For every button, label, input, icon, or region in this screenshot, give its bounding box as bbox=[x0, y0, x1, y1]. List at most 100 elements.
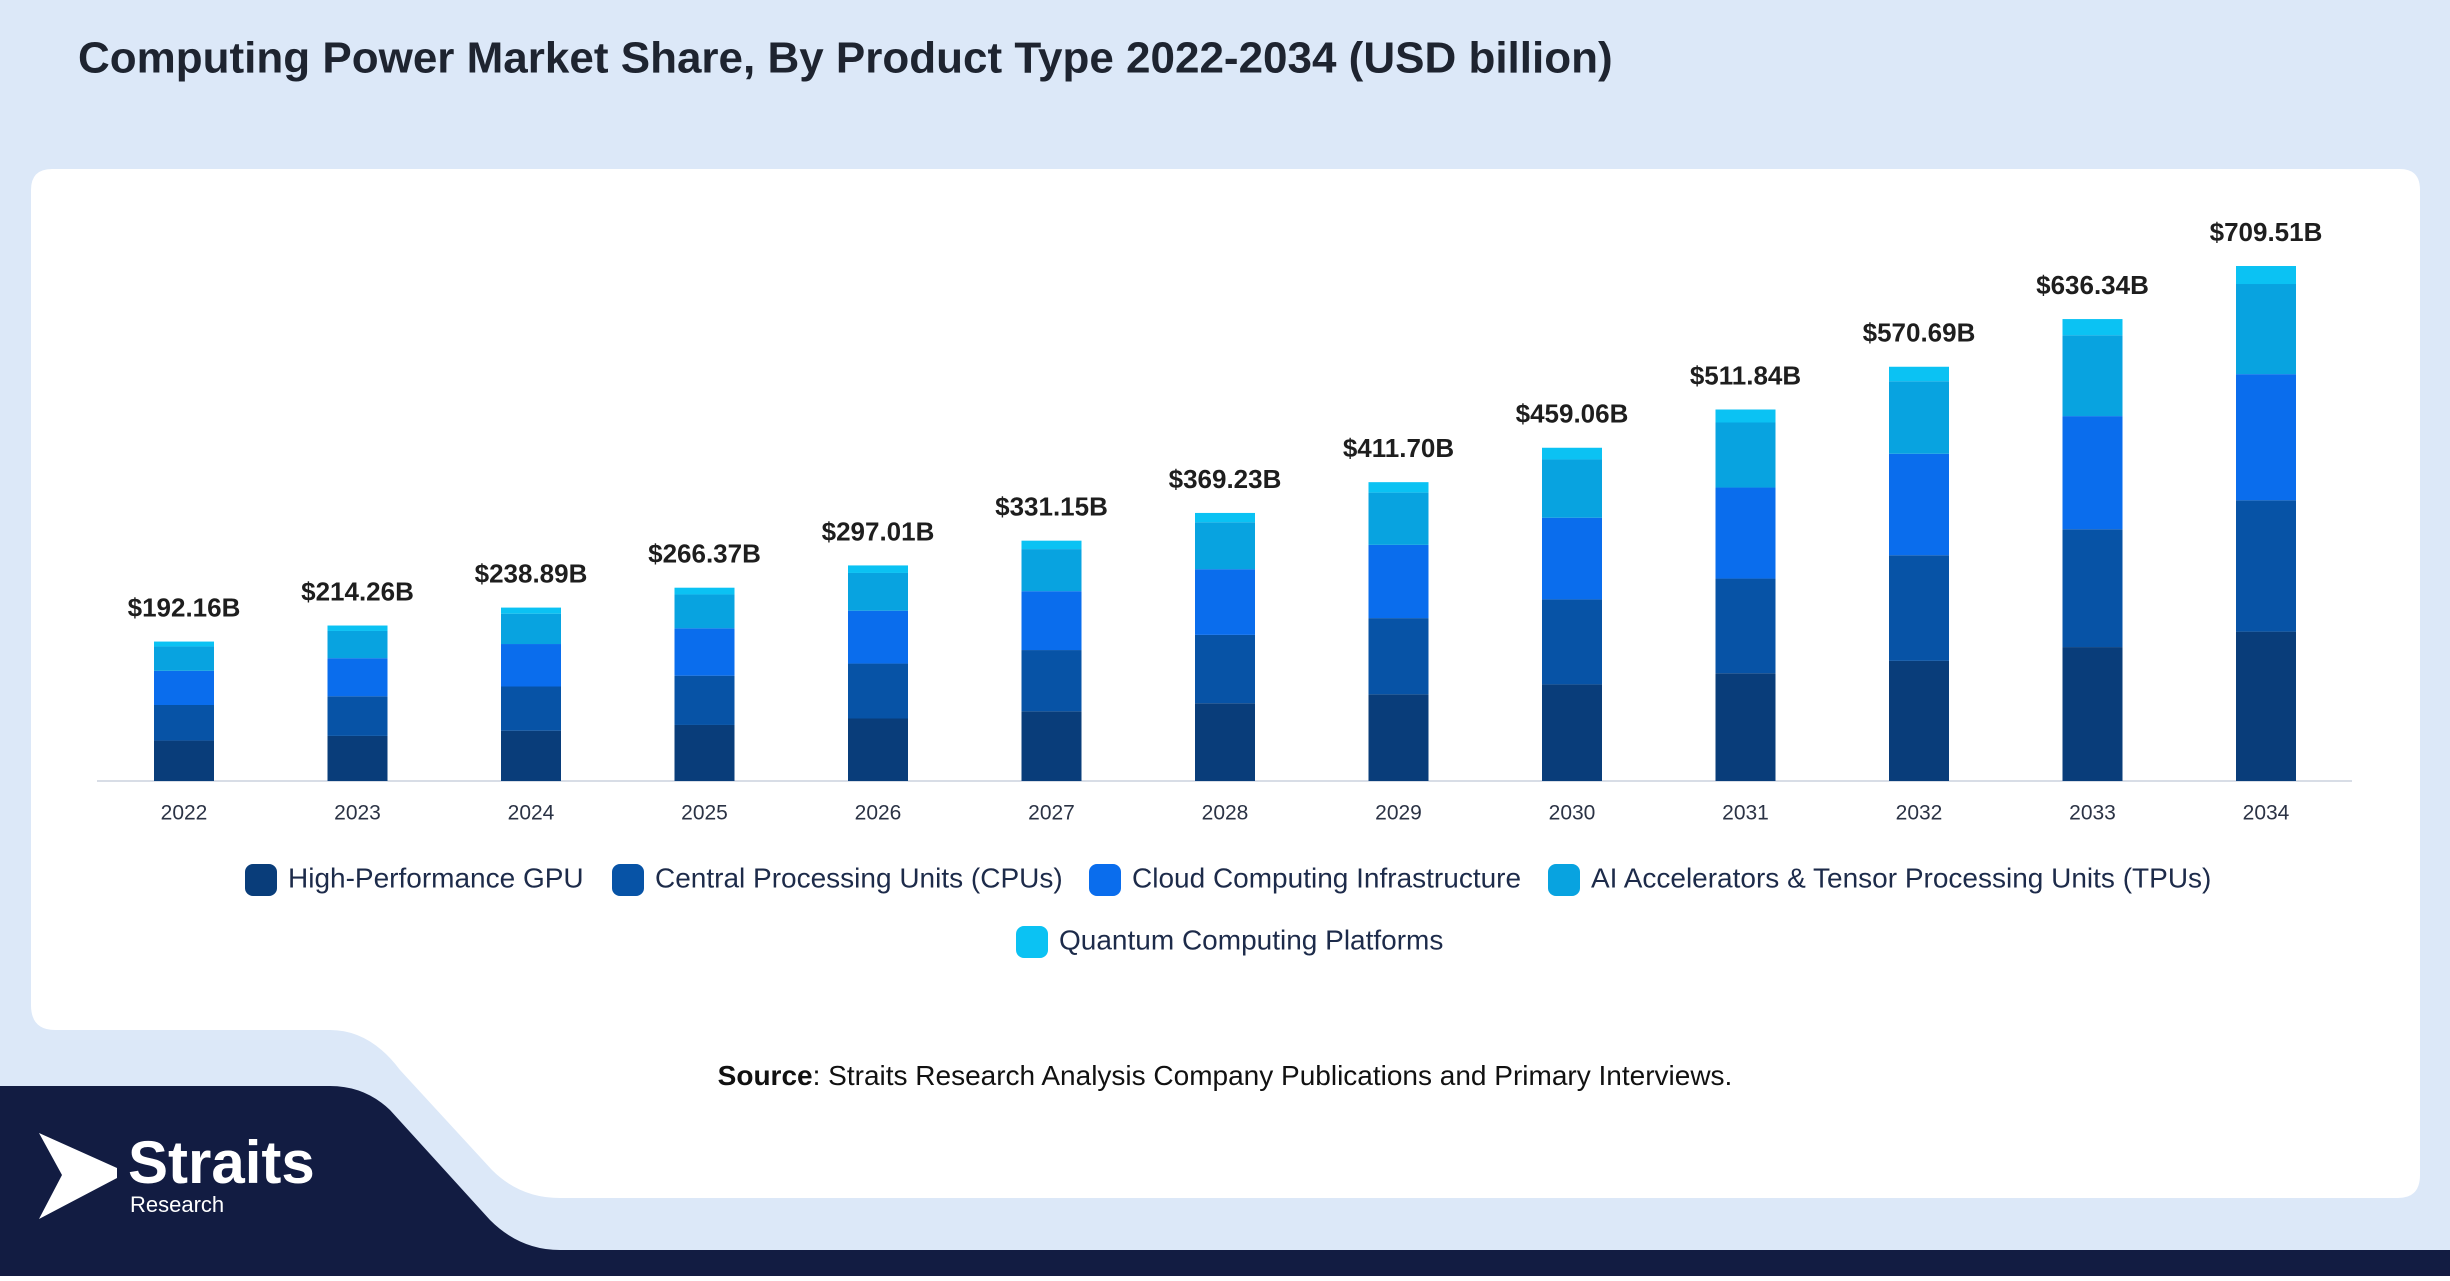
legend-label: Cloud Computing Infrastructure bbox=[1132, 862, 1521, 893]
total-label: $297.01B bbox=[822, 516, 935, 546]
x-tick-label: 2026 bbox=[855, 802, 902, 825]
legend-label: High-Performance GPU bbox=[288, 862, 584, 893]
bar-segment bbox=[1021, 591, 1082, 651]
bar-segment bbox=[1195, 703, 1255, 781]
bar-segment bbox=[501, 613, 561, 645]
bar-segment bbox=[154, 641, 214, 647]
legend-swatch bbox=[1089, 864, 1121, 896]
bar-segment bbox=[1021, 711, 1082, 781]
logo-mark bbox=[39, 1133, 117, 1219]
bar-segment bbox=[1021, 540, 1082, 550]
bar-segment bbox=[2236, 631, 2296, 781]
total-label: $511.84B bbox=[1690, 360, 1801, 390]
bar-segment bbox=[1715, 673, 1776, 781]
bar-segment bbox=[1195, 569, 1255, 635]
total-label: $459.06B bbox=[1516, 399, 1629, 429]
bar-segment bbox=[2062, 335, 2123, 417]
total-label: $709.51B bbox=[2210, 217, 2323, 247]
bar-segment bbox=[2062, 647, 2123, 781]
bar-segment bbox=[501, 607, 561, 614]
bar-segment bbox=[154, 670, 214, 706]
legend-swatch bbox=[1016, 926, 1048, 958]
bar-segment bbox=[848, 718, 908, 781]
total-label: $411.70B bbox=[1343, 433, 1454, 463]
bar-segment bbox=[1195, 634, 1255, 704]
bar-segment bbox=[1021, 650, 1082, 712]
total-label: $214.26B bbox=[301, 576, 414, 606]
bar-segment bbox=[1368, 544, 1429, 619]
bar-segment bbox=[1542, 684, 1602, 781]
bar-segment bbox=[1889, 555, 1949, 661]
x-tick-label: 2024 bbox=[508, 802, 555, 825]
total-label: $636.34B bbox=[2036, 270, 2149, 300]
logo-name: Straits bbox=[128, 1129, 315, 1196]
total-label: $331.15B bbox=[995, 492, 1108, 522]
bar-segment bbox=[1368, 618, 1429, 695]
bar-segment bbox=[1715, 422, 1776, 488]
bar-segment bbox=[848, 663, 908, 719]
bar-segment bbox=[1195, 512, 1255, 523]
bar-segment bbox=[848, 565, 908, 573]
legend-swatch bbox=[612, 864, 644, 896]
bar-segment bbox=[1021, 549, 1082, 592]
x-tick-label: 2030 bbox=[1549, 802, 1596, 825]
bar-segment bbox=[1542, 599, 1602, 685]
bar-segment bbox=[154, 705, 214, 741]
total-label: $266.37B bbox=[648, 539, 761, 569]
x-tick-label: 2032 bbox=[1896, 802, 1943, 825]
bar-segment bbox=[1368, 482, 1429, 493]
source-label: Source bbox=[718, 1060, 813, 1091]
bar-segment bbox=[154, 740, 214, 781]
bar-segment bbox=[327, 696, 388, 736]
legend-label: Central Processing Units (CPUs) bbox=[655, 862, 1063, 893]
bar-segment bbox=[327, 625, 388, 631]
bar-segment bbox=[848, 572, 908, 611]
bar-segment bbox=[674, 594, 735, 629]
bar-segment bbox=[1715, 578, 1776, 674]
legend-label: Quantum Computing Platforms bbox=[1059, 924, 1443, 955]
x-tick-label: 2031 bbox=[1722, 802, 1769, 825]
bar-segment bbox=[1889, 660, 1949, 781]
bar-segment bbox=[1368, 694, 1429, 781]
bar-segment bbox=[674, 587, 735, 595]
bar-segment bbox=[2236, 374, 2296, 501]
x-tick-label: 2028 bbox=[1202, 802, 1249, 825]
source: Source: Straits Research Analysis Compan… bbox=[718, 1060, 1733, 1091]
bar-segment bbox=[327, 658, 388, 697]
bar-segment bbox=[2062, 529, 2123, 648]
bar-segment bbox=[848, 610, 908, 664]
bar-segment bbox=[674, 675, 735, 725]
bar-segment bbox=[1542, 517, 1602, 600]
bar-segment bbox=[501, 644, 561, 687]
bar-segment bbox=[1889, 366, 1949, 382]
bar-segment bbox=[1542, 459, 1602, 518]
x-tick-label: 2023 bbox=[334, 802, 381, 825]
bar-segment bbox=[327, 735, 388, 781]
x-tick-label: 2029 bbox=[1375, 802, 1422, 825]
bar-segment bbox=[1368, 492, 1429, 545]
bar-segment bbox=[501, 730, 561, 781]
bar-segment bbox=[2062, 416, 2123, 530]
bar-segment bbox=[1889, 381, 1949, 454]
x-tick-label: 2033 bbox=[2069, 802, 2116, 825]
bar-segment bbox=[2236, 284, 2296, 375]
bar-segment bbox=[674, 724, 735, 781]
bar-segment bbox=[501, 686, 561, 731]
legend-swatch bbox=[1548, 864, 1580, 896]
bar-segment bbox=[2236, 266, 2296, 285]
logo-tagline: Research bbox=[130, 1192, 224, 1217]
bar-segment bbox=[1195, 522, 1255, 570]
x-tick-label: 2025 bbox=[681, 802, 728, 825]
bar-segment bbox=[674, 628, 735, 676]
legend-swatch bbox=[245, 864, 277, 896]
bar-segment bbox=[154, 646, 214, 671]
bar-segment bbox=[1715, 487, 1776, 579]
chart-title: Computing Power Market Share, By Product… bbox=[78, 34, 1613, 83]
total-label: $570.69B bbox=[1863, 318, 1976, 348]
bar-segment bbox=[1889, 453, 1949, 556]
total-label: $238.89B bbox=[475, 558, 588, 588]
x-tick-label: 2034 bbox=[2243, 802, 2290, 825]
x-tick-label: 2027 bbox=[1028, 802, 1075, 825]
